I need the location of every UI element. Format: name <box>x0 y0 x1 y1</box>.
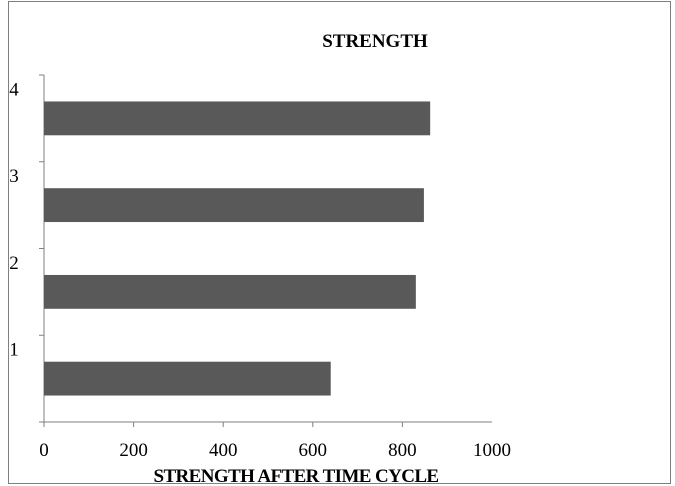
y-tick-label-4: 4 <box>9 79 19 100</box>
y-tick-label-3: 3 <box>9 166 19 187</box>
y-ticks-group: 1 2 3 4 <box>9 74 44 423</box>
x-ticks-group: 0 200 400 600 800 1000 <box>39 422 511 461</box>
y-tick-label-2: 2 <box>9 253 19 274</box>
x-tick-label-0: 0 <box>39 440 49 461</box>
bar-2 <box>44 274 416 309</box>
x-tick-label-600: 600 <box>299 440 328 461</box>
bars-group <box>44 101 431 396</box>
x-tick-label-400: 400 <box>209 440 238 461</box>
chart-frame <box>8 1 671 484</box>
x-tick-label-1000: 1000 <box>473 440 511 461</box>
chart-title: STRENGTH <box>322 31 428 52</box>
x-tick-label-200: 200 <box>119 440 148 461</box>
bar-4 <box>44 101 431 136</box>
bar-1 <box>44 361 331 396</box>
x-axis-label: STRENGTH AFTER TIME CYCLE <box>153 466 438 486</box>
y-tick-label-1: 1 <box>9 340 19 361</box>
x-tick-label-800: 800 <box>388 440 417 461</box>
bar-3 <box>44 188 424 223</box>
